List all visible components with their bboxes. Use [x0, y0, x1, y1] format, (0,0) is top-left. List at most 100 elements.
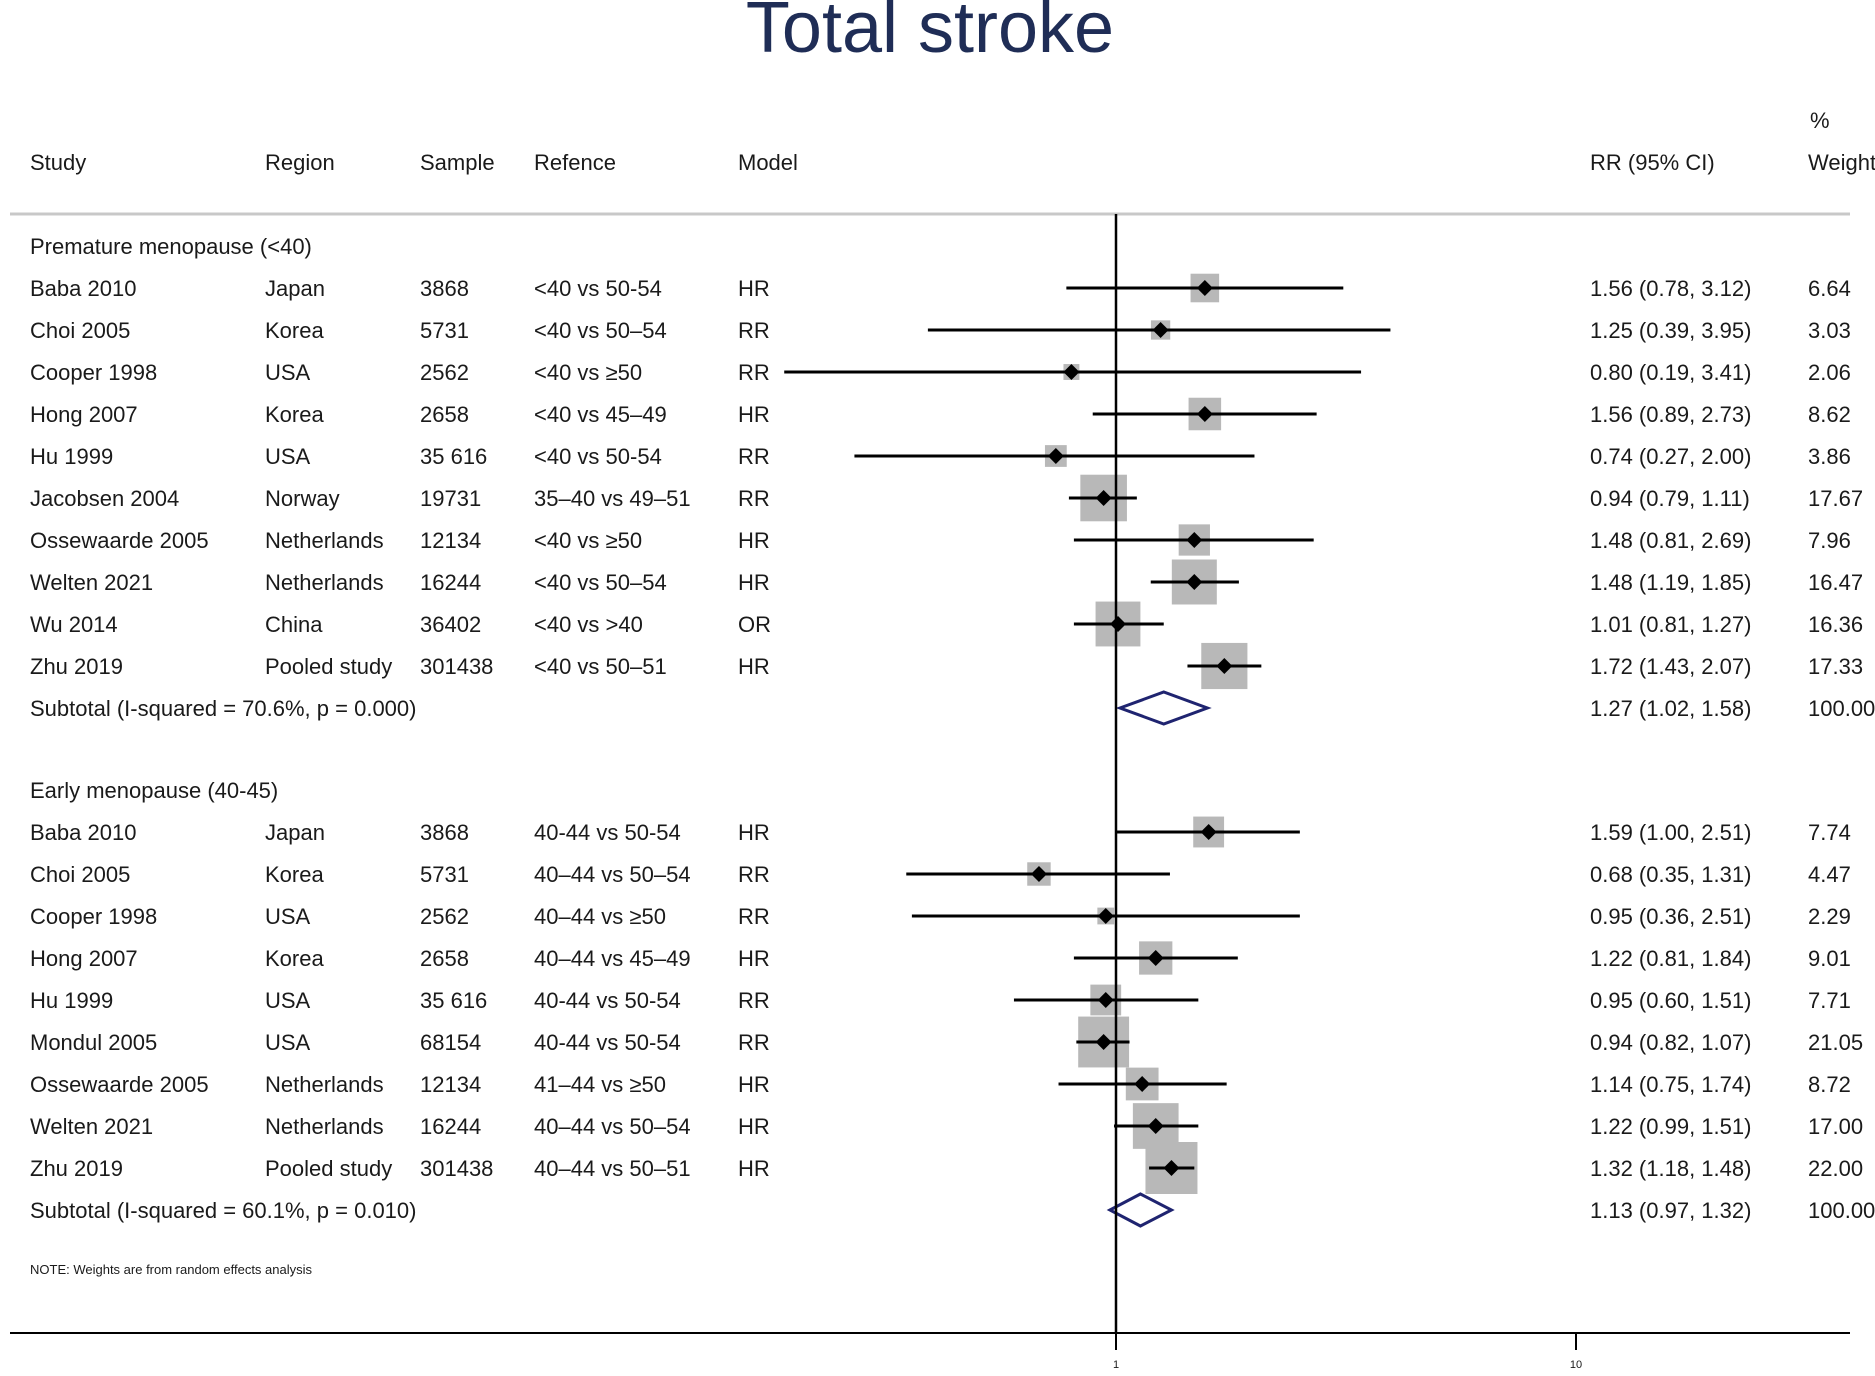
study-reference: 40–44 vs 50–54 [534, 862, 691, 887]
study-name: Cooper 1998 [30, 360, 157, 385]
study-sample: 12134 [420, 1072, 481, 1097]
study-region: Japan [265, 820, 325, 845]
study-region: Pooled study [265, 654, 392, 679]
study-model: RR [738, 486, 770, 511]
header-sample: Sample [420, 150, 495, 175]
study-sample: 2658 [420, 946, 469, 971]
study-name: Baba 2010 [30, 276, 136, 301]
study-weight: 4.47 [1808, 862, 1851, 887]
study-reference: <40 vs 50-54 [534, 444, 662, 469]
study-name: Choi 2005 [30, 318, 130, 343]
header-model: Model [738, 150, 798, 175]
study-weight: 9.01 [1808, 946, 1851, 971]
study-sample: 5731 [420, 862, 469, 887]
study-name: Welten 2021 [30, 1114, 153, 1139]
study-weight: 16.47 [1808, 570, 1863, 595]
study-reference: 40–44 vs 50–51 [534, 1156, 691, 1181]
point-estimate [1152, 322, 1169, 338]
study-reference: 41–44 vs ≥50 [534, 1072, 666, 1097]
point-estimate [1216, 658, 1233, 674]
study-model: HR [738, 1156, 770, 1181]
study-sample: 301438 [420, 1156, 493, 1181]
point-estimate [1196, 406, 1213, 422]
study-name: Hu 1999 [30, 444, 113, 469]
study-region: Netherlands [265, 570, 384, 595]
x-tick-label: 1 [1113, 1359, 1119, 1371]
point-estimate [1200, 824, 1217, 840]
point-estimate [1147, 950, 1164, 966]
study-weight: 17.33 [1808, 654, 1863, 679]
study-model: HR [738, 946, 770, 971]
study-rr-ci: 0.74 (0.27, 2.00) [1590, 444, 1751, 469]
study-name: Hu 1999 [30, 988, 113, 1013]
study-sample: 5731 [420, 318, 469, 343]
study-model: HR [738, 1072, 770, 1097]
pooled-diamond [1115, 690, 1212, 726]
study-region: Netherlands [265, 528, 384, 553]
study-model: HR [738, 1114, 770, 1139]
study-region: Korea [265, 402, 324, 427]
study-reference: 40-44 vs 50-54 [534, 988, 681, 1013]
study-weight: 21.05 [1808, 1030, 1863, 1055]
study-reference: 40–44 vs 50–54 [534, 1114, 691, 1139]
study-sample: 301438 [420, 654, 493, 679]
study-region: USA [265, 444, 311, 469]
study-region: Netherlands [265, 1114, 384, 1139]
study-region: Pooled study [265, 1156, 392, 1181]
study-model: HR [738, 276, 770, 301]
study-sample: 36402 [420, 612, 481, 637]
study-rr-ci: 1.22 (0.81, 1.84) [1590, 946, 1751, 971]
footnote: NOTE: Weights are from random effects an… [30, 1262, 313, 1277]
study-sample: 68154 [420, 1030, 481, 1055]
study-weight: 3.86 [1808, 444, 1851, 469]
study-weight: 2.06 [1808, 360, 1851, 385]
study-reference: 40–44 vs 45–49 [534, 946, 691, 971]
study-weight: 2.29 [1808, 904, 1851, 929]
study-sample: 16244 [420, 570, 481, 595]
study-model: RR [738, 360, 770, 385]
study-sample: 35 616 [420, 444, 487, 469]
study-model: HR [738, 820, 770, 845]
study-rr-ci: 0.95 (0.36, 2.51) [1590, 904, 1751, 929]
study-model: HR [738, 402, 770, 427]
study-rr-ci: 1.32 (1.18, 1.48) [1590, 1156, 1751, 1181]
study-reference: 35–40 vs 49–51 [534, 486, 691, 511]
study-rr-ci: 0.95 (0.60, 1.51) [1590, 988, 1751, 1013]
point-estimate [1196, 280, 1213, 296]
x-axis-ticks: 1 10 [1113, 1333, 1582, 1371]
point-estimate [1186, 532, 1203, 548]
point-estimate [1147, 1118, 1164, 1134]
study-name: Hong 2007 [30, 946, 138, 971]
study-weight: 6.64 [1808, 276, 1851, 301]
point-estimate [1047, 448, 1064, 464]
header-region: Region [265, 150, 335, 175]
study-region: China [265, 612, 323, 637]
study-model: RR [738, 444, 770, 469]
study-weight: 8.62 [1808, 402, 1851, 427]
study-name: Ossewaarde 2005 [30, 528, 209, 553]
point-estimate [1095, 490, 1112, 506]
study-name: Welten 2021 [30, 570, 153, 595]
study-name: Hong 2007 [30, 402, 138, 427]
study-name: Zhu 2019 [30, 654, 123, 679]
study-weight: 3.03 [1808, 318, 1851, 343]
study-name: Ossewaarde 2005 [30, 1072, 209, 1097]
header-weight-percent: % [1810, 108, 1830, 133]
study-rr-ci: 0.68 (0.35, 1.31) [1590, 862, 1751, 887]
study-rr-ci: 1.25 (0.39, 3.95) [1590, 318, 1751, 343]
study-rr-ci: 1.01 (0.81, 1.27) [1590, 612, 1751, 637]
subtotal-label: Subtotal (I-squared = 60.1%, p = 0.010) [30, 1198, 416, 1223]
header-study: Study [30, 150, 86, 175]
study-rr-ci: 0.80 (0.19, 3.41) [1590, 360, 1751, 385]
study-sample: 2658 [420, 402, 469, 427]
subtotal-rr-ci: 1.27 (1.02, 1.58) [1590, 696, 1751, 721]
study-rr-ci: 1.48 (0.81, 2.69) [1590, 528, 1751, 553]
study-rr-ci: 1.22 (0.99, 1.51) [1590, 1114, 1751, 1139]
study-model: RR [738, 318, 770, 343]
study-rr-ci: 1.72 (1.43, 2.07) [1590, 654, 1751, 679]
study-reference: 40–44 vs ≥50 [534, 904, 666, 929]
point-estimate [1095, 1034, 1112, 1050]
header-weight: Weight [1808, 150, 1875, 175]
study-sample: 35 616 [420, 988, 487, 1013]
point-estimate [1097, 992, 1114, 1008]
